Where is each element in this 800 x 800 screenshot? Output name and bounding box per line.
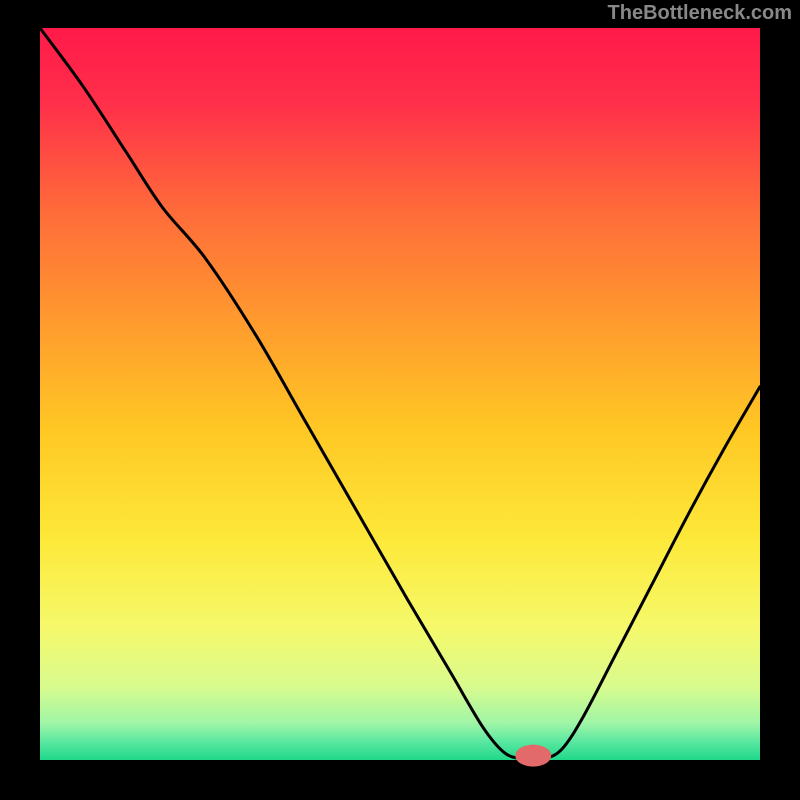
optimal-marker — [515, 745, 551, 767]
plot-background — [40, 28, 760, 760]
watermark-text: TheBottleneck.com — [608, 2, 792, 25]
bottleneck-chart — [0, 0, 800, 800]
chart-container: TheBottleneck.com — [0, 0, 800, 800]
